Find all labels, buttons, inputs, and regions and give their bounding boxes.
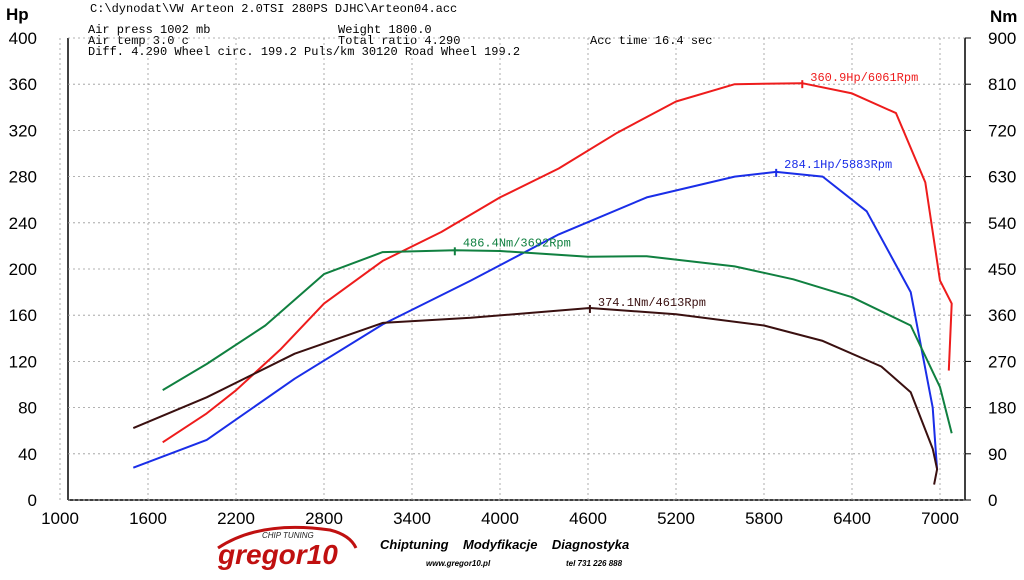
- y-tick-label: 80: [18, 399, 37, 418]
- y-tick-label: 160: [9, 306, 37, 325]
- peak-label: 360.9Hp/6061Rpm: [810, 71, 918, 85]
- y-tick-label: 360: [9, 75, 37, 94]
- info-text: Air press 1002 mb: [88, 23, 210, 37]
- y2-tick-label: 720: [988, 121, 1016, 140]
- info-text: Diff. 4.290 Wheel circ. 199.2 Puls/km 30…: [88, 45, 520, 59]
- x-tick-label: 5800: [745, 509, 783, 528]
- y-tick-label: 280: [9, 168, 37, 187]
- x-tick-label: 5200: [657, 509, 695, 528]
- info-text: Acc time 16.4 sec: [590, 34, 712, 48]
- phone: tel 731 226 888: [566, 559, 623, 568]
- logo: [217, 525, 358, 550]
- info-text: Weight 1800.0: [338, 23, 432, 37]
- x-tick-label: 2200: [217, 509, 255, 528]
- y2-tick-label: 90: [988, 445, 1007, 464]
- info-text: Total ratio 4.290: [338, 34, 460, 48]
- y-tick-label: 200: [9, 260, 37, 279]
- info-text: Air temp 3.0 c: [88, 34, 189, 48]
- peak-label: 374.1Nm/4613Rpm: [598, 296, 706, 310]
- y2-tick-label: 450: [988, 260, 1016, 279]
- y2-tick-label: 810: [988, 75, 1016, 94]
- x-tick-label: 4600: [569, 509, 607, 528]
- x-tick-label: 3400: [393, 509, 431, 528]
- y2-tick-label: 540: [988, 214, 1016, 233]
- curve: [132, 170, 939, 471]
- website: www.gregor10.pl: [426, 559, 491, 568]
- curve: [162, 82, 953, 444]
- y-tick-label: 320: [9, 121, 37, 140]
- x-tick-label: 1000: [41, 509, 79, 528]
- y2-tick-label: 0: [988, 491, 997, 510]
- x-tick-label: 4000: [481, 509, 519, 528]
- brand-tag: CHIP TUNING: [262, 531, 314, 540]
- y2-tick-label: 630: [988, 168, 1016, 187]
- y2-axis-label: Nm: [990, 7, 1017, 26]
- y-tick-label: 40: [18, 445, 37, 464]
- y2-tick-label: 900: [988, 29, 1016, 48]
- curve: [132, 307, 939, 485]
- y2-tick-label: 180: [988, 399, 1016, 418]
- x-tick-label: 2800: [305, 509, 343, 528]
- peak-label: 486.4Nm/3692Rpm: [463, 236, 571, 250]
- y2-tick-label: 270: [988, 352, 1016, 371]
- x-tick-label: 7000: [921, 509, 959, 528]
- y-tick-label: 240: [9, 214, 37, 233]
- y-axis-label: Hp: [6, 5, 29, 24]
- peak-label: 284.1Hp/5883Rpm: [784, 158, 892, 172]
- brand: gregor10: [217, 539, 338, 570]
- y-tick-label: 120: [9, 352, 37, 371]
- y-tick-label: 400: [9, 29, 37, 48]
- x-tick-label: 6400: [833, 509, 871, 528]
- logo-swoosh: [217, 525, 358, 550]
- slogan: Chiptuning Modyfikacje Diagnostyka: [380, 537, 629, 552]
- y2-tick-label: 360: [988, 306, 1016, 325]
- curve: [162, 249, 953, 434]
- file-path: C:\dynodat\VW Arteon 2.0TSI 280PS DJHC\A…: [90, 2, 457, 16]
- y-tick-label: 0: [28, 491, 37, 510]
- x-tick-label: 1600: [129, 509, 167, 528]
